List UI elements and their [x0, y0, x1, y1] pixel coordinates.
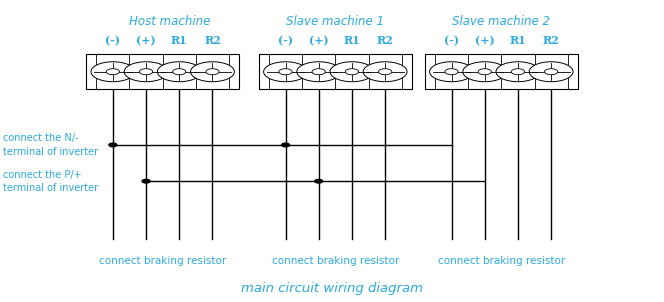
- Text: main circuit wiring diagram: main circuit wiring diagram: [241, 282, 423, 295]
- Circle shape: [511, 69, 525, 75]
- Bar: [259, 54, 412, 89]
- Circle shape: [91, 62, 135, 82]
- Text: connect braking resistor: connect braking resistor: [99, 256, 226, 266]
- Circle shape: [463, 62, 507, 82]
- Circle shape: [264, 62, 307, 82]
- Text: (+): (+): [475, 35, 495, 46]
- Text: connect braking resistor: connect braking resistor: [272, 256, 399, 266]
- Circle shape: [142, 179, 150, 183]
- Circle shape: [312, 69, 325, 75]
- Circle shape: [445, 69, 458, 75]
- Text: connect the N/-
terminal of inverter: connect the N/- terminal of inverter: [3, 133, 98, 156]
- Circle shape: [378, 69, 392, 75]
- Circle shape: [430, 62, 473, 82]
- Text: R2: R2: [204, 35, 221, 46]
- Circle shape: [106, 69, 120, 75]
- Circle shape: [330, 62, 374, 82]
- Text: R1: R1: [509, 35, 527, 46]
- Text: R2: R2: [542, 35, 560, 46]
- Text: connect braking resistor: connect braking resistor: [438, 256, 565, 266]
- Circle shape: [279, 69, 292, 75]
- Text: R2: R2: [376, 35, 394, 46]
- Text: R1: R1: [171, 35, 188, 46]
- Circle shape: [363, 62, 407, 82]
- Circle shape: [282, 143, 290, 147]
- Text: (+): (+): [136, 35, 156, 46]
- Text: (-): (-): [106, 35, 120, 46]
- Text: (+): (+): [309, 35, 329, 46]
- Text: R1: R1: [343, 35, 361, 46]
- Text: Slave machine 2: Slave machine 2: [452, 14, 550, 28]
- Bar: [425, 54, 578, 89]
- Circle shape: [345, 69, 359, 75]
- Circle shape: [173, 69, 186, 75]
- Circle shape: [139, 69, 153, 75]
- Circle shape: [315, 179, 323, 183]
- Text: Host machine: Host machine: [129, 14, 210, 28]
- Circle shape: [109, 143, 117, 147]
- Circle shape: [297, 62, 341, 82]
- Text: (-): (-): [444, 35, 459, 46]
- Bar: [86, 54, 239, 89]
- Text: (-): (-): [278, 35, 293, 46]
- Circle shape: [157, 62, 201, 82]
- Circle shape: [124, 62, 168, 82]
- Text: Slave machine 1: Slave machine 1: [286, 14, 384, 28]
- Circle shape: [191, 62, 234, 82]
- Circle shape: [478, 69, 491, 75]
- Circle shape: [206, 69, 219, 75]
- Circle shape: [529, 62, 573, 82]
- Circle shape: [544, 69, 558, 75]
- Circle shape: [496, 62, 540, 82]
- Text: connect the P/+
terminal of inverter: connect the P/+ terminal of inverter: [3, 170, 98, 193]
